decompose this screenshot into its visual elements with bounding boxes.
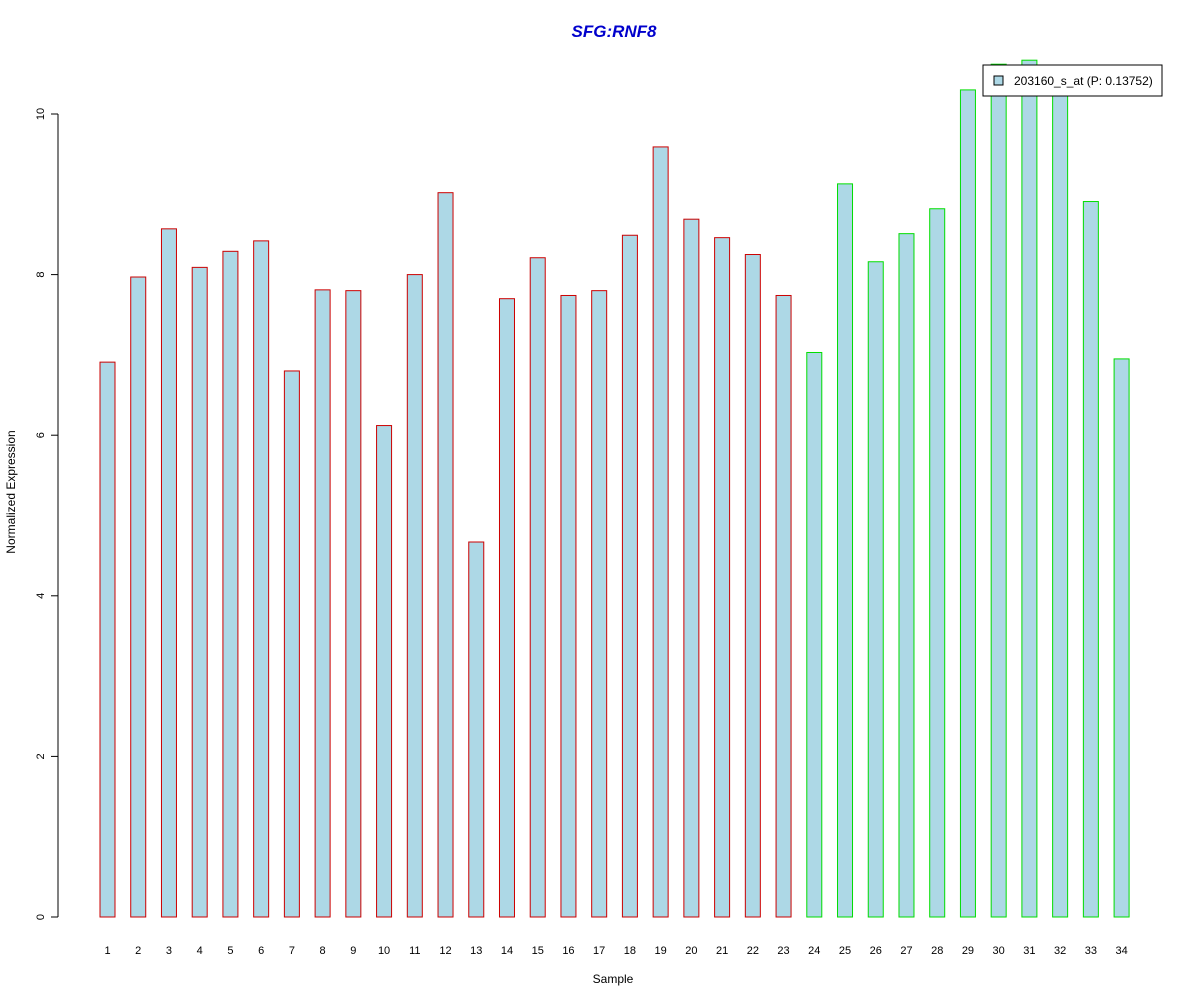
y-tick-label: 10 bbox=[35, 108, 47, 120]
bar-sample-31 bbox=[1021, 59, 1038, 918]
x-tick-label: 24 bbox=[808, 945, 820, 957]
bar-sample-6 bbox=[253, 240, 270, 918]
bar-sample-7 bbox=[283, 370, 300, 918]
x-tick-label: 29 bbox=[962, 945, 974, 957]
bar-sample-11 bbox=[406, 274, 423, 918]
bar-sample-33 bbox=[1082, 201, 1099, 918]
bar-sample-13 bbox=[468, 541, 485, 918]
x-tick-label: 20 bbox=[685, 945, 697, 957]
bar-sample-12 bbox=[437, 192, 454, 918]
y-tick-label: 8 bbox=[35, 272, 47, 278]
y-tick-label: 4 bbox=[35, 593, 47, 599]
y-axis-label: Normalized Expression bbox=[4, 430, 18, 553]
x-tick-label: 34 bbox=[1115, 945, 1127, 957]
bar-sample-2 bbox=[130, 276, 147, 918]
chart-title: SFG:RNF8 bbox=[572, 22, 658, 41]
x-tick-label: 11 bbox=[409, 945, 420, 957]
x-tick-label: 1 bbox=[104, 945, 110, 957]
bar-sample-22 bbox=[744, 254, 761, 918]
x-tick-label: 16 bbox=[562, 945, 574, 957]
bar-sample-25 bbox=[837, 183, 854, 918]
bar-sample-15 bbox=[529, 257, 546, 918]
bar-sample-5 bbox=[222, 250, 239, 918]
x-tick-label: 7 bbox=[289, 945, 295, 957]
bar-sample-23 bbox=[775, 294, 792, 918]
y-tick-label: 6 bbox=[35, 432, 47, 438]
x-tick-label: 4 bbox=[197, 945, 203, 957]
x-tick-label: 26 bbox=[870, 945, 882, 957]
x-tick-labels: 1 2 3 4 5 6 7 8 9 10 11 12 13 14 15 16 17 18 19 20 21 22 23 24 2… bbox=[104, 945, 1127, 957]
bar-sample-32 bbox=[1052, 64, 1069, 918]
bar-sample-17 bbox=[591, 290, 608, 918]
bar-sample-30 bbox=[990, 63, 1007, 918]
bar-sample-27 bbox=[898, 233, 915, 918]
x-tick-label: 28 bbox=[931, 945, 943, 957]
bar-sample-24 bbox=[806, 351, 823, 918]
y-tick-label: 2 bbox=[35, 753, 47, 759]
bar-sample-21 bbox=[714, 237, 731, 918]
bar-sample-10 bbox=[376, 425, 393, 918]
x-tick-label: 12 bbox=[439, 945, 451, 957]
x-tick-label: 18 bbox=[624, 945, 636, 957]
x-tick-label: 5 bbox=[227, 945, 233, 957]
bar-sample-28 bbox=[929, 208, 946, 918]
x-tick-label: 19 bbox=[655, 945, 667, 957]
x-tick-label: 23 bbox=[777, 945, 789, 957]
x-tick-label: 8 bbox=[320, 945, 326, 957]
bar-sample-26 bbox=[867, 261, 884, 918]
x-tick-label: 6 bbox=[258, 945, 264, 957]
legend-box bbox=[982, 64, 1163, 97]
bar-sample-20 bbox=[683, 218, 700, 918]
x-tick-label: 22 bbox=[747, 945, 759, 957]
bar-sample-16 bbox=[560, 294, 577, 918]
y-axis: 0 2 4 6 8 10 bbox=[35, 108, 59, 920]
x-tick-label: 31 bbox=[1023, 945, 1035, 957]
x-tick-label: 10 bbox=[378, 945, 390, 957]
legend: 203160_s_at (P: 0.13752) bbox=[982, 64, 1163, 97]
bar-sample-4 bbox=[191, 266, 208, 918]
bar-sample-29 bbox=[959, 89, 976, 918]
bar-sample-14 bbox=[498, 298, 515, 918]
legend-swatch bbox=[993, 75, 1004, 86]
bars bbox=[99, 59, 1130, 918]
x-tick-label: 33 bbox=[1085, 945, 1097, 957]
legend-label: 203160_s_at (P: 0.13752) bbox=[1014, 74, 1153, 88]
bar-sample-18 bbox=[621, 234, 638, 918]
x-tick-label: 25 bbox=[839, 945, 851, 957]
x-tick-label: 3 bbox=[166, 945, 172, 957]
x-tick-label: 17 bbox=[593, 945, 605, 957]
bar-sample-8 bbox=[314, 289, 331, 918]
bar-sample-19 bbox=[652, 146, 669, 918]
x-tick-label: 2 bbox=[135, 945, 141, 957]
x-tick-label: 21 bbox=[716, 945, 728, 957]
bar-sample-34 bbox=[1113, 358, 1130, 918]
bar-sample-9 bbox=[345, 290, 362, 918]
y-tick-label: 0 bbox=[35, 914, 47, 920]
x-tick-label: 9 bbox=[350, 945, 356, 957]
bar-sample-1 bbox=[99, 361, 116, 918]
x-tick-label: 30 bbox=[993, 945, 1005, 957]
x-axis-label: Sample bbox=[593, 972, 634, 986]
x-tick-label: 14 bbox=[501, 945, 513, 957]
x-tick-label: 13 bbox=[470, 945, 482, 957]
bar-sample-3 bbox=[160, 228, 177, 918]
x-tick-label: 32 bbox=[1054, 945, 1066, 957]
x-tick-label: 15 bbox=[532, 945, 544, 957]
x-tick-label: 27 bbox=[900, 945, 912, 957]
